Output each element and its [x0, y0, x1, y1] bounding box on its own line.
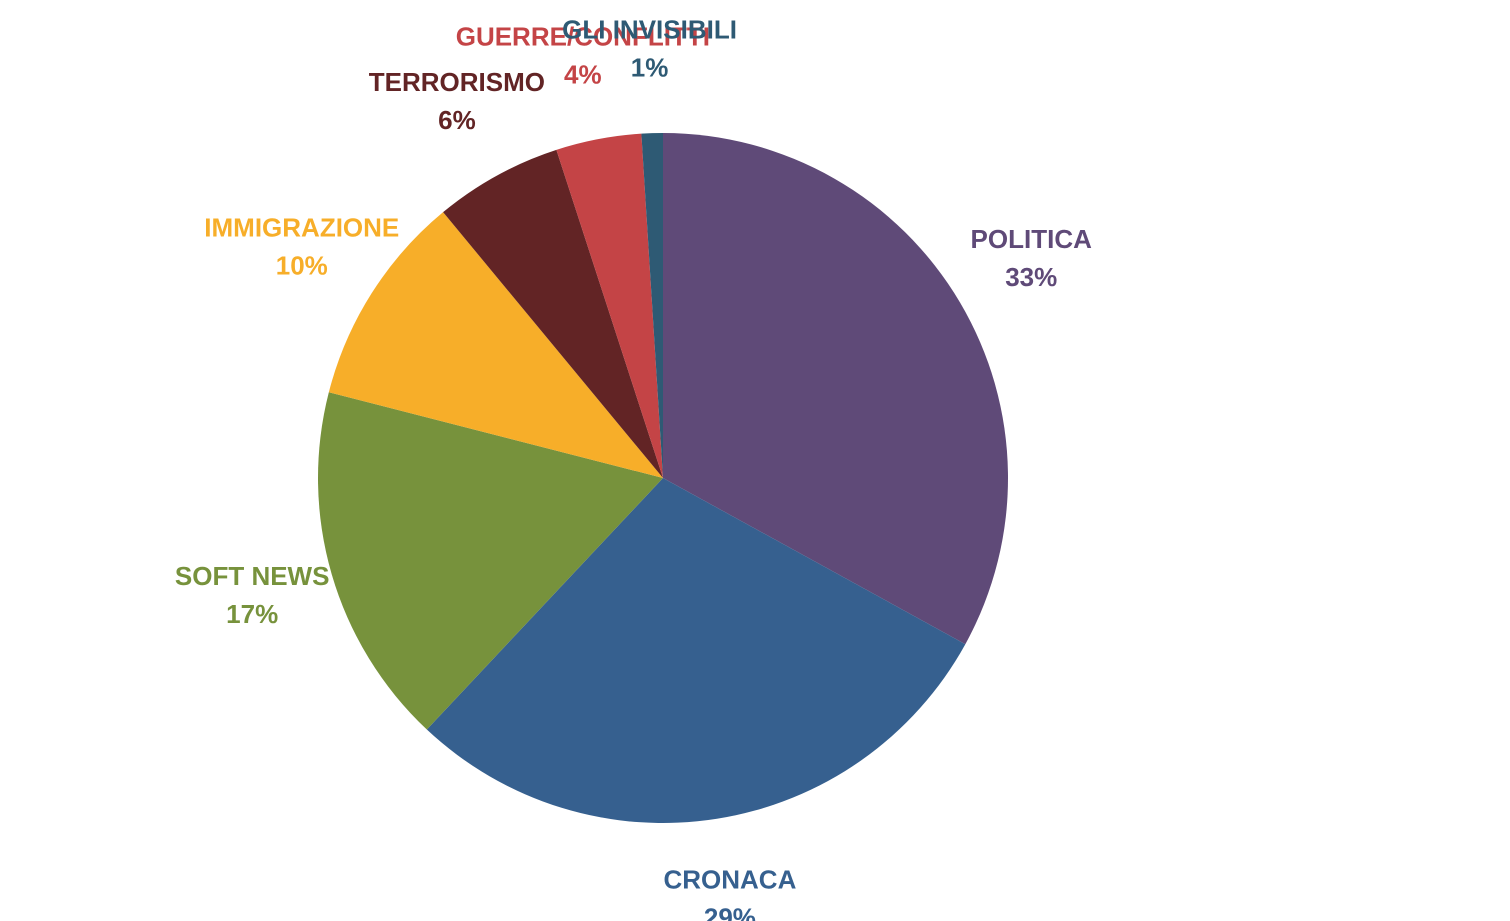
pie-slice	[663, 133, 1008, 645]
slice-label: GUERRE/CONFLITTI	[456, 22, 710, 52]
slice-value-label: 1%	[631, 52, 669, 82]
slice-value-label: 6%	[438, 105, 476, 135]
slice-label: CRONACA	[663, 864, 796, 894]
slice-value-label: 4%	[564, 60, 602, 90]
slice-value-label: 29%	[704, 902, 756, 921]
pie-slice	[641, 133, 663, 478]
slice-value-label: 10%	[276, 251, 328, 281]
slice-label: SOFT NEWS	[175, 561, 330, 591]
pie-slice	[426, 478, 966, 823]
slice-value-label: 17%	[226, 599, 278, 629]
pie-slice	[556, 133, 663, 478]
slice-label: POLITICA	[971, 224, 1093, 254]
pie-slice	[443, 149, 663, 478]
slice-label: TERRORISMO	[369, 67, 545, 97]
pie-slice	[318, 392, 663, 730]
slice-label: IMMIGRAZIONE	[204, 213, 399, 243]
slice-label: GLI INVISIBILI	[562, 14, 737, 44]
pie-slice	[328, 212, 663, 479]
slice-value-label: 33%	[1005, 262, 1057, 292]
